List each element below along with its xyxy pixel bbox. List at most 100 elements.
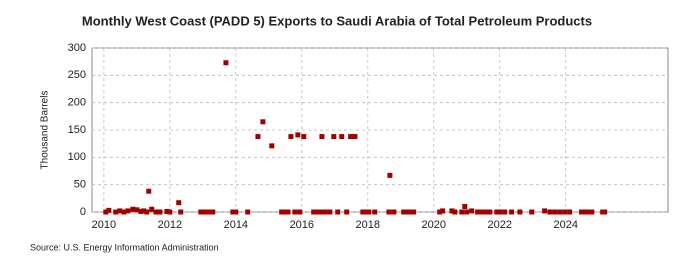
point — [134, 207, 140, 213]
point — [517, 209, 523, 215]
point — [113, 209, 119, 215]
point — [322, 209, 328, 215]
point — [157, 209, 163, 215]
point — [391, 209, 397, 215]
point — [363, 209, 369, 215]
point — [494, 209, 500, 215]
point — [153, 209, 159, 215]
point — [469, 208, 475, 214]
point — [602, 209, 608, 215]
point — [207, 209, 213, 215]
point — [176, 200, 182, 206]
point — [292, 209, 298, 215]
point — [138, 208, 144, 214]
point — [579, 209, 585, 215]
point — [335, 209, 341, 215]
point — [487, 209, 493, 215]
point — [440, 208, 446, 214]
y-tick-label: 150 — [68, 124, 86, 136]
point — [130, 206, 136, 212]
point — [301, 134, 307, 140]
point — [589, 209, 595, 215]
x-tick-label: 2014 — [224, 219, 248, 231]
point — [198, 209, 204, 215]
point — [317, 209, 323, 215]
point — [178, 209, 184, 215]
point — [201, 209, 207, 215]
y-tick-label: 50 — [74, 179, 86, 191]
point — [360, 209, 366, 215]
point — [459, 209, 465, 215]
point — [552, 209, 558, 215]
point — [141, 208, 147, 214]
source-note: Source: U.S. Energy Information Administ… — [30, 242, 219, 252]
point — [255, 134, 261, 140]
point — [295, 132, 301, 138]
x-tick-label: 2018 — [356, 219, 380, 231]
point — [230, 209, 236, 215]
y-tick-label: 200 — [68, 97, 86, 109]
point — [547, 209, 553, 215]
y-axis-label: Thousand Barrels — [40, 91, 51, 170]
point — [245, 209, 251, 215]
point — [567, 209, 573, 215]
x-tick-label: 2012 — [158, 219, 182, 231]
point — [366, 209, 372, 215]
point — [478, 209, 484, 215]
point — [279, 209, 285, 215]
point — [585, 209, 591, 215]
point — [327, 209, 333, 215]
y-tick-label: 300 — [68, 42, 86, 54]
point — [464, 209, 470, 215]
point — [386, 209, 392, 215]
point — [146, 188, 152, 194]
y-tick-label: 0 — [80, 206, 86, 218]
point — [144, 209, 150, 215]
point — [449, 208, 455, 214]
point — [149, 206, 155, 212]
point — [167, 209, 173, 215]
point — [314, 209, 320, 215]
point — [282, 209, 288, 215]
point — [344, 209, 350, 215]
point — [121, 209, 127, 215]
point — [269, 143, 275, 149]
point — [401, 209, 407, 215]
point — [319, 134, 325, 140]
point — [411, 209, 417, 215]
point — [210, 209, 216, 215]
point — [260, 119, 266, 125]
point — [542, 208, 548, 214]
point — [529, 209, 535, 215]
point — [106, 207, 112, 213]
x-tick-label: 2010 — [92, 219, 116, 231]
point — [164, 208, 170, 214]
point — [484, 209, 490, 215]
point — [117, 208, 123, 214]
x-tick-label: 2020 — [422, 219, 446, 231]
point — [557, 209, 563, 215]
point — [481, 209, 487, 215]
point — [125, 208, 131, 214]
point — [509, 209, 515, 215]
point — [311, 209, 317, 215]
point — [348, 134, 354, 140]
point — [372, 209, 378, 215]
point — [582, 209, 588, 215]
point — [204, 209, 210, 215]
x-tick-label: 2016 — [290, 219, 314, 231]
point — [297, 209, 303, 215]
point — [331, 134, 337, 140]
point — [103, 209, 109, 215]
x-tick-label: 2022 — [488, 219, 512, 231]
point — [387, 172, 393, 178]
point — [452, 209, 458, 215]
chart-title: Monthly West Coast (PADD 5) Exports to S… — [82, 13, 592, 28]
point — [223, 60, 229, 66]
point — [285, 209, 291, 215]
point — [437, 209, 443, 215]
point — [404, 209, 410, 215]
point — [233, 209, 239, 215]
x-tick-label: 2024 — [553, 219, 577, 231]
